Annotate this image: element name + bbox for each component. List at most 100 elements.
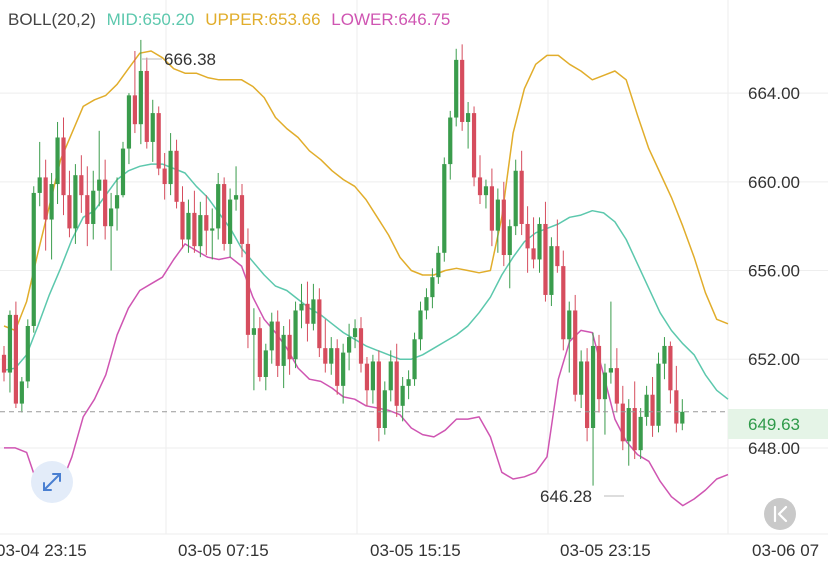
- candle-body: [674, 390, 679, 424]
- candle-body: [31, 192, 36, 326]
- candle-body: [602, 372, 608, 400]
- candle-body: [257, 328, 262, 377]
- candle-body: [168, 150, 173, 185]
- collapse-right-button[interactable]: [764, 498, 796, 530]
- candle-body: [579, 361, 584, 395]
- candle-body: [454, 59, 459, 118]
- candle-body: [329, 348, 334, 364]
- x-tick-label: 03-06 07: [752, 541, 819, 560]
- candle-body: [632, 408, 637, 451]
- candle-body: [120, 148, 126, 196]
- candle-body: [507, 226, 512, 256]
- candle-body: [341, 352, 346, 386]
- y-tick-label: 660.00: [748, 173, 800, 192]
- candle-body: [216, 184, 221, 229]
- candle-body: [311, 299, 316, 324]
- lower-band-line: [4, 243, 729, 507]
- candle-body: [644, 394, 649, 417]
- candle-body: [293, 310, 298, 360]
- candle-body: [668, 345, 673, 391]
- x-tick-label: 03-05 07:15: [178, 541, 269, 560]
- candle-body: [109, 208, 114, 227]
- candle-body: [400, 385, 405, 406]
- candle-body: [204, 215, 209, 231]
- candle-body: [394, 361, 399, 406]
- candle-body: [436, 252, 441, 278]
- candle-body: [61, 137, 66, 196]
- candle-body: [192, 212, 197, 247]
- candle-body: [501, 199, 506, 256]
- candle-body: [466, 113, 471, 122]
- candle-body: [561, 266, 566, 340]
- candle-body: [305, 303, 310, 324]
- candle-body: [335, 348, 340, 386]
- candle-body: [531, 248, 536, 260]
- candle-body: [543, 223, 548, 295]
- lower-value: LOWER:646.75: [331, 10, 450, 29]
- candle-body: [210, 228, 215, 231]
- candle-body: [263, 350, 268, 377]
- expand-button[interactable]: [31, 461, 73, 503]
- candle-body: [150, 113, 155, 142]
- legend-row: BOLL(20,2) MID:650.20 UPPER:653.66 LOWER…: [8, 10, 450, 29]
- candle-layer: [1, 39, 685, 486]
- candle-body: [483, 186, 489, 196]
- indicator-name: BOLL(20,2): [8, 10, 96, 29]
- candle-body: [19, 381, 24, 404]
- candle-body: [620, 403, 625, 442]
- candle-body: [460, 59, 465, 122]
- candle-body: [590, 345, 596, 428]
- candle-body: [388, 361, 393, 391]
- upper-band-line: [3, 50, 729, 332]
- candle-body: [222, 184, 227, 244]
- candle-body: [97, 179, 102, 191]
- x-tick-label: 03-05 15:15: [370, 541, 461, 560]
- candle-body: [596, 345, 602, 400]
- candle-body: [1, 354, 7, 373]
- candle-body: [103, 179, 108, 227]
- candle-body: [471, 113, 477, 178]
- candle-body: [239, 195, 245, 244]
- candle-body: [269, 321, 274, 351]
- candle-body: [37, 177, 42, 193]
- candle-body: [370, 361, 375, 391]
- candle-body: [680, 411, 685, 424]
- x-tick-label: 03-05 23:15: [560, 541, 651, 560]
- candle-body: [251, 328, 256, 335]
- candle-body: [186, 212, 191, 240]
- upper-value: UPPER:653.66: [205, 10, 320, 29]
- candle-body: [287, 334, 292, 360]
- current-price-tag: [728, 409, 828, 439]
- candle-body: [73, 175, 78, 229]
- candle-body: [585, 361, 590, 428]
- y-tick-label: 664.00: [748, 84, 800, 103]
- candle-body: [662, 345, 667, 364]
- candle-body: [144, 70, 149, 142]
- band-layer: [3, 50, 729, 507]
- low-price-label: 646.28: [540, 487, 592, 506]
- candle-body: [442, 164, 447, 253]
- candle-body: [347, 337, 352, 353]
- candle-body: [162, 168, 167, 185]
- candle-body: [382, 390, 387, 428]
- candle-body: [67, 195, 72, 229]
- candle-body: [352, 328, 358, 338]
- candle-body: [245, 243, 251, 335]
- candle-body: [489, 186, 494, 231]
- candle-body: [573, 310, 578, 395]
- candle-body: [430, 277, 435, 298]
- candle-body: [138, 70, 143, 125]
- candle-body: [233, 195, 239, 200]
- candle-body: [358, 328, 364, 364]
- candle-body: [656, 363, 661, 426]
- candle-body: [495, 199, 500, 231]
- y-tick-label: 656.00: [748, 262, 800, 281]
- current-price-label: 649.63: [748, 415, 800, 434]
- candle-body: [537, 223, 542, 260]
- candle-body: [156, 113, 161, 169]
- candle-body: [418, 310, 423, 340]
- candle-body: [281, 334, 286, 366]
- expand-diagonal-icon: [43, 473, 61, 491]
- candle-body: [323, 348, 328, 364]
